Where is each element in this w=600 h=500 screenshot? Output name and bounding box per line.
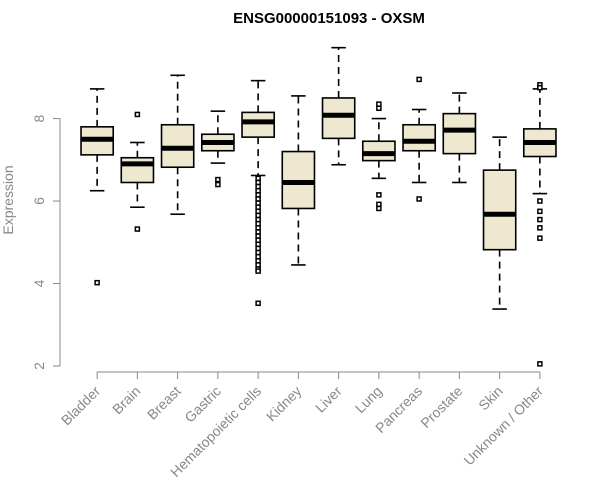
outlier-point bbox=[537, 84, 543, 91]
outlier-point bbox=[416, 196, 422, 202]
x-tick-label: Liver bbox=[312, 383, 345, 416]
box bbox=[482, 169, 517, 251]
y-tick-label: 4 bbox=[31, 279, 47, 287]
chart-title: ENSG00000151093 - OXSM bbox=[233, 10, 425, 27]
outlier-point bbox=[376, 105, 382, 112]
box-group bbox=[482, 136, 517, 310]
box bbox=[241, 111, 276, 138]
outlier-point bbox=[134, 111, 141, 118]
x-tick-label: Brain bbox=[109, 383, 143, 417]
plot-area bbox=[80, 46, 557, 367]
x-tick-label: Skin bbox=[475, 383, 506, 414]
y-tick-label: 6 bbox=[31, 197, 47, 205]
box-group bbox=[120, 111, 155, 232]
outlier-point bbox=[376, 205, 382, 212]
box-group bbox=[402, 76, 437, 202]
box-group bbox=[321, 46, 356, 166]
box-group bbox=[281, 95, 316, 266]
y-axis-label: Expression bbox=[0, 165, 16, 234]
x-tick-label: Prostate bbox=[417, 383, 465, 431]
outlier-point bbox=[134, 226, 141, 232]
y-tick-label: 8 bbox=[31, 114, 47, 122]
box bbox=[442, 112, 477, 155]
box bbox=[321, 97, 356, 140]
outlier-point bbox=[255, 300, 261, 307]
y-tick-label: 2 bbox=[31, 362, 47, 370]
x-tick-label: Kidney bbox=[263, 383, 305, 425]
x-tick-label: Breast bbox=[144, 383, 184, 423]
x-tick-label: Lung bbox=[352, 383, 385, 416]
x-tick-label: Bladder bbox=[58, 383, 104, 429]
box bbox=[361, 140, 396, 162]
box-group bbox=[442, 92, 477, 184]
box-group bbox=[361, 101, 396, 212]
box-group bbox=[80, 88, 115, 286]
outlier-point bbox=[537, 361, 543, 367]
outlier-point bbox=[416, 76, 422, 83]
outlier-point bbox=[537, 235, 543, 241]
box-group bbox=[522, 82, 557, 367]
box-group bbox=[241, 79, 276, 307]
outlier-point bbox=[255, 268, 261, 274]
y-axis: 2 4 6 8 bbox=[31, 114, 61, 370]
outlier-point bbox=[215, 181, 221, 188]
box-group bbox=[160, 74, 195, 216]
outlier-point bbox=[537, 216, 543, 223]
outlier-point bbox=[537, 225, 543, 231]
outlier-point bbox=[215, 176, 221, 183]
outlier-point bbox=[376, 192, 382, 198]
outlier-point bbox=[537, 208, 543, 215]
outlier-point bbox=[537, 198, 543, 204]
box bbox=[402, 123, 437, 152]
box-group bbox=[200, 110, 235, 188]
outlier-point bbox=[94, 279, 100, 286]
